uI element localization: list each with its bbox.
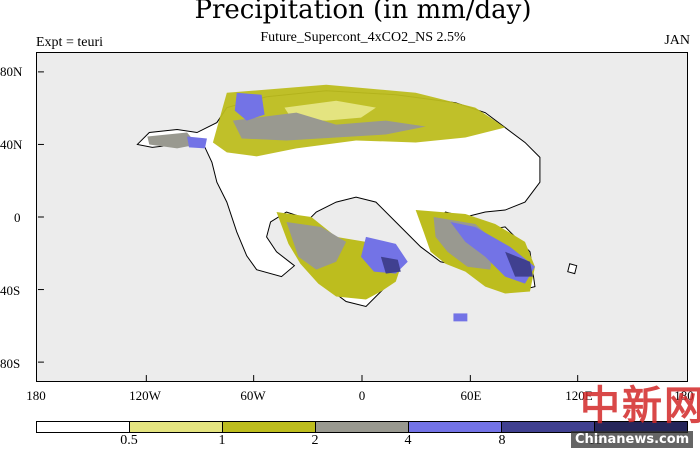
precip-band-gray-south-west	[286, 221, 347, 270]
colorbar-segment-5	[502, 422, 595, 432]
lon-label-60w: 60W	[240, 388, 266, 403]
colorbar-segment-1	[130, 422, 223, 432]
precip-band-west	[147, 132, 198, 149]
lon-label-0: 0	[358, 388, 366, 403]
lat-ticks-left	[37, 71, 44, 363]
colorbar-segment-3	[316, 422, 409, 432]
colorbar-label-1: 1	[218, 433, 226, 448]
colorbar-label-8: 8	[498, 433, 506, 448]
chart-subtitle: Future_Supercont_4xCO2_NS 2.5%	[260, 30, 466, 45]
colorbar	[36, 421, 688, 433]
precip-island	[453, 313, 468, 322]
lat-label-80s: 80S	[0, 356, 21, 371]
lon-label-60e: 60E	[460, 388, 482, 403]
precipitation-map	[36, 52, 688, 382]
colorbar-label-2: 2	[311, 433, 319, 448]
precip-band-darkblue-south-east	[505, 251, 533, 277]
lon-label-180-left: 180	[26, 388, 46, 403]
colorbar-label-0-5: 0.5	[120, 433, 138, 448]
lon-ticks-bottom	[145, 375, 579, 381]
lat-label-0: 0	[14, 210, 21, 225]
lat-label-40n: 40N	[0, 137, 23, 152]
precip-band-blue-north	[234, 92, 265, 121]
lon-label-120w: 120W	[129, 388, 161, 403]
experiment-label: Expt = teuri	[36, 35, 103, 50]
small-island-east	[567, 263, 578, 275]
precip-band-lightyellow-north	[284, 100, 376, 121]
colorbar-label-4: 4	[404, 433, 412, 448]
colorbar-segment-4	[409, 422, 502, 432]
month-label: JAN	[664, 33, 690, 48]
lon-label-180-right: 180	[674, 388, 694, 403]
precip-band-darkblue-south-west	[380, 256, 401, 274]
chart-title: Precipitation (in mm/day)	[194, 0, 532, 25]
colorbar-segment-6	[595, 422, 687, 432]
colorbar-segment-2	[223, 422, 316, 432]
lat-label-40s: 40S	[0, 283, 21, 298]
precip-band-gray-north	[232, 112, 426, 141]
watermark-logo: 中新网	[580, 382, 700, 429]
lon-label-120e: 120E	[565, 388, 593, 403]
precip-band-west-blue	[187, 136, 207, 149]
watermark-site: Chinanews.com	[571, 431, 694, 448]
lat-label-80n: 80N	[0, 64, 23, 79]
colorbar-segment-0	[37, 422, 130, 432]
